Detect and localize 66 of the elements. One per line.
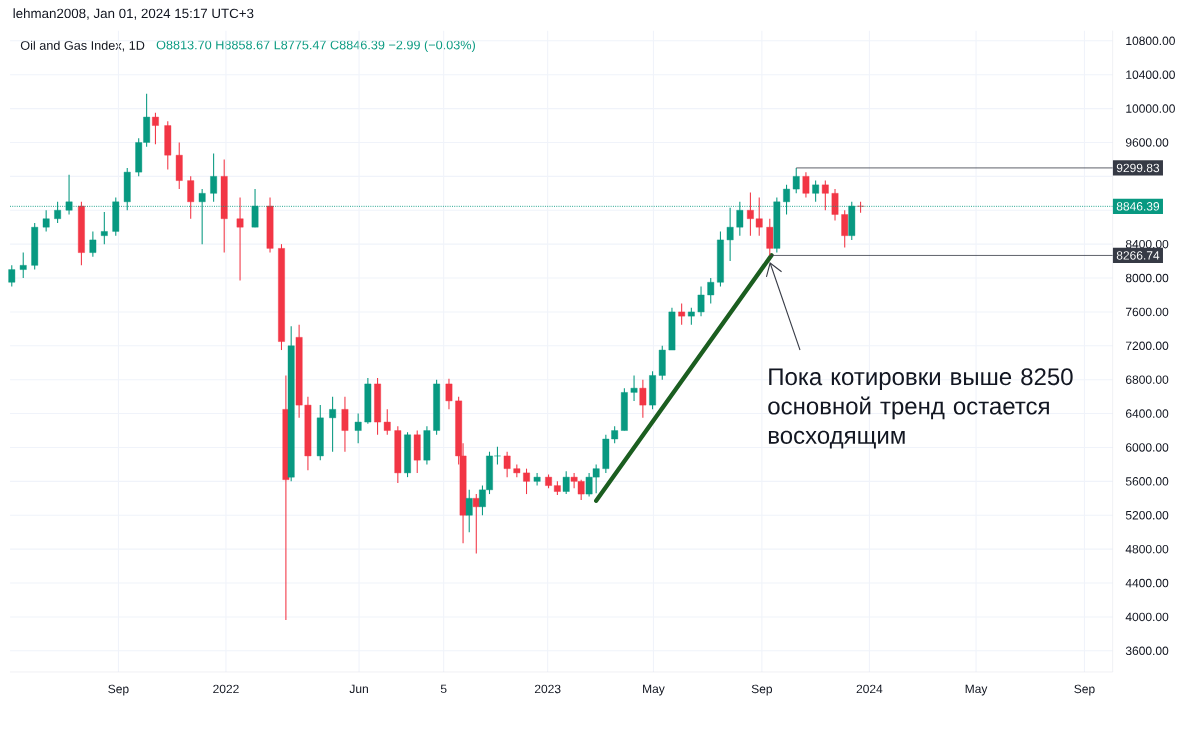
candlestick xyxy=(383,408,391,436)
y-tick-label: 8400.00 xyxy=(1125,239,1169,249)
candlestick xyxy=(678,302,686,326)
candlestick xyxy=(821,180,829,211)
y-tick-label: 3600.00 xyxy=(1125,646,1169,656)
annotation: 9299.83 xyxy=(1116,163,1160,173)
text: lehman2008, Jan 01, 2024 15:17 UTC+3 xyxy=(13,8,254,20)
y-tick-label: 7600.00 xyxy=(1125,307,1169,317)
y-tick-label: 4000.00 xyxy=(1125,612,1169,622)
x-tick-label: Sep xyxy=(1074,684,1095,696)
candlestick xyxy=(562,470,570,495)
annotation: 8266.74 xyxy=(1116,251,1160,260)
candlestick xyxy=(630,374,638,402)
candlestick xyxy=(19,252,27,279)
candlestick xyxy=(89,230,97,258)
y-tick-label: 4800.00 xyxy=(1125,544,1169,554)
candlestick xyxy=(329,396,336,453)
candlestick xyxy=(523,468,530,495)
candlestick xyxy=(812,180,819,203)
y-tick-label: 6000.00 xyxy=(1125,443,1169,452)
candlestick xyxy=(236,197,244,282)
x-tick-label: Jun xyxy=(349,684,368,694)
candlestick xyxy=(445,378,453,410)
ref-line-label: 8846.39 xyxy=(1116,202,1160,211)
candlestick xyxy=(187,175,195,220)
text: O8813.70 H8858.67 L8775.47 C8846.39 −2.99 (−0.03%) xyxy=(156,40,475,52)
candlestick xyxy=(354,413,362,444)
x-tick-label: 2022 xyxy=(213,684,239,694)
candlestick xyxy=(707,277,715,304)
y-tick-label: 6400.00 xyxy=(1125,409,1169,418)
x-tick-label: May xyxy=(643,684,665,696)
x-tick-label: Sep xyxy=(751,684,773,696)
candlestick xyxy=(697,285,705,317)
candlestick xyxy=(831,188,839,221)
candlestick xyxy=(533,472,541,487)
candlestick xyxy=(802,171,810,199)
candlestick xyxy=(210,152,217,203)
candlestick xyxy=(503,451,511,478)
candlestick xyxy=(8,264,16,288)
x-tick-label: May xyxy=(965,684,988,696)
y-tick-label: 7200.00 xyxy=(1125,341,1169,351)
y-tick-label: 6800.00 xyxy=(1125,375,1169,384)
x-tick-label: 2023 xyxy=(534,684,561,694)
annotation: Пока котировки выше 8250 основной тренд остается восходящим xyxy=(768,368,1073,449)
candlestick xyxy=(841,209,849,249)
candlestick xyxy=(42,209,50,232)
y-tick-label: 4400.00 xyxy=(1125,578,1169,588)
y-tick-label: 9600.00 xyxy=(1125,138,1169,147)
y-tick-label: 5600.00 xyxy=(1125,477,1169,486)
text: Oil and Gas Index, 1D xyxy=(20,40,145,52)
x-tick-label: Sep xyxy=(108,684,129,696)
candlestick xyxy=(152,112,159,145)
y-tick-label: 10800.00 xyxy=(1126,36,1175,46)
candlestick xyxy=(472,493,480,554)
x-tick-label: 5 xyxy=(440,684,447,694)
candlestick xyxy=(100,211,108,245)
y-tick-label: 5200.00 xyxy=(1125,511,1169,520)
x-tick-label: 2024 xyxy=(856,684,883,694)
candlestick xyxy=(341,396,349,453)
candlestick xyxy=(639,379,647,419)
candlestick xyxy=(792,167,800,194)
candlestick xyxy=(766,218,774,256)
y-tick-label: 10400.00 xyxy=(1126,70,1175,79)
y-tick-label: 10000.00 xyxy=(1126,104,1175,113)
y-tick-label: 8000.00 xyxy=(1125,273,1169,283)
candlestick xyxy=(465,489,473,533)
